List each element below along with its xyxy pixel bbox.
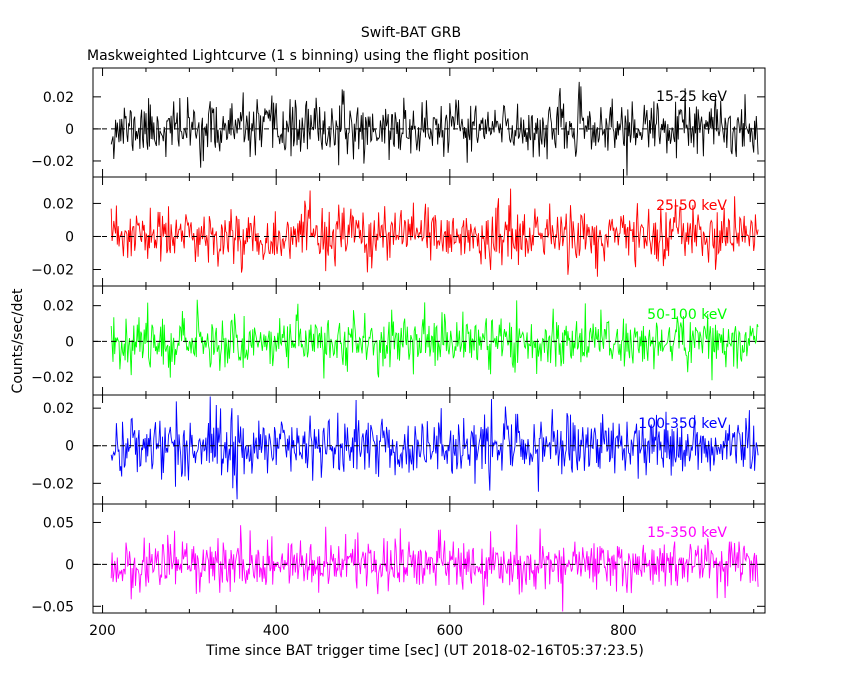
y-axis-label: Counts/sec/det	[10, 288, 26, 393]
band-label-50-100-kev: 50-100 keV	[647, 307, 727, 323]
x-tick-label: 400	[263, 623, 290, 639]
y-tick-label: −0.02	[31, 154, 74, 170]
lightcurve-series-15-350-kev	[110, 524, 759, 612]
y-tick-label: −0.02	[31, 476, 74, 492]
y-tick-label: −0.05	[31, 599, 74, 615]
y-tick-label: 0	[65, 229, 74, 245]
y-tick-label: 0	[65, 122, 74, 138]
panel-15-350-kev: −0.05 0 0.05 15-350 keV	[31, 503, 766, 615]
band-label-25-50-kev: 25-50 keV	[656, 198, 727, 214]
lightcurve-series-100-350-kev	[110, 396, 759, 500]
panel-25-50-kev: −0.02 0 0.02 25-50 keV	[31, 176, 766, 287]
x-tick-label: 600	[436, 623, 463, 639]
y-tick-label: 0.02	[43, 90, 74, 106]
x-tick-label: 800	[610, 623, 637, 639]
band-label-100-350-kev: 100-350 keV	[638, 416, 727, 432]
panel-frame	[92, 67, 766, 178]
y-tick-label: −0.02	[31, 262, 74, 278]
panel-frame	[92, 503, 766, 614]
lightcurve-series-25-50-kev	[110, 188, 759, 277]
panel-15-25-kev: −0.02 0 0.02 15-25 keV	[31, 67, 766, 178]
lightcurve-series-50-100-kev	[110, 299, 759, 381]
chart-subtitle: Maskweighted Lightcurve (1 s binning) us…	[87, 48, 529, 64]
y-tick-label: 0	[65, 439, 74, 455]
y-tick-label: 0	[65, 557, 74, 573]
y-tick-label: 0.02	[43, 299, 74, 315]
chart-title: Swift-BAT GRB	[361, 25, 461, 41]
y-tick-label: 0.05	[43, 515, 74, 531]
y-tick-label: 0.02	[43, 401, 74, 417]
lightcurve-series-15-25-kev	[110, 81, 759, 176]
y-tick-label: −0.02	[31, 370, 74, 386]
panel-50-100-kev: −0.02 0 0.02 50-100 keV	[31, 285, 766, 396]
y-tick-label: 0.02	[43, 196, 74, 212]
y-tick-label: 0	[65, 334, 74, 350]
x-axis-label: Time since BAT trigger time [sec] (UT 20…	[205, 643, 644, 659]
panel-100-350-kev: −0.02 0 0.02 100-350 keV	[31, 394, 766, 505]
band-label-15-350-kev: 15-350 keV	[647, 525, 727, 541]
x-tick-label: 200	[89, 623, 116, 639]
band-label-15-25-kev: 15-25 keV	[656, 89, 727, 105]
